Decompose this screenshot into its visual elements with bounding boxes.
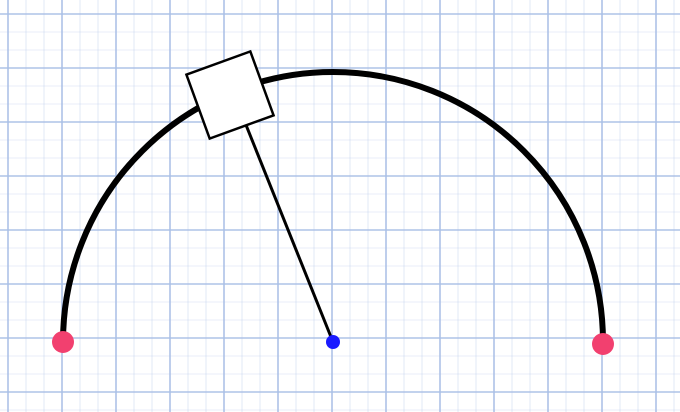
right-endpoint xyxy=(592,333,614,355)
left-endpoint xyxy=(52,331,74,353)
square-block xyxy=(184,49,276,141)
center-point xyxy=(326,335,340,349)
connecting-rod xyxy=(234,98,335,344)
semicircle-track xyxy=(60,69,606,345)
